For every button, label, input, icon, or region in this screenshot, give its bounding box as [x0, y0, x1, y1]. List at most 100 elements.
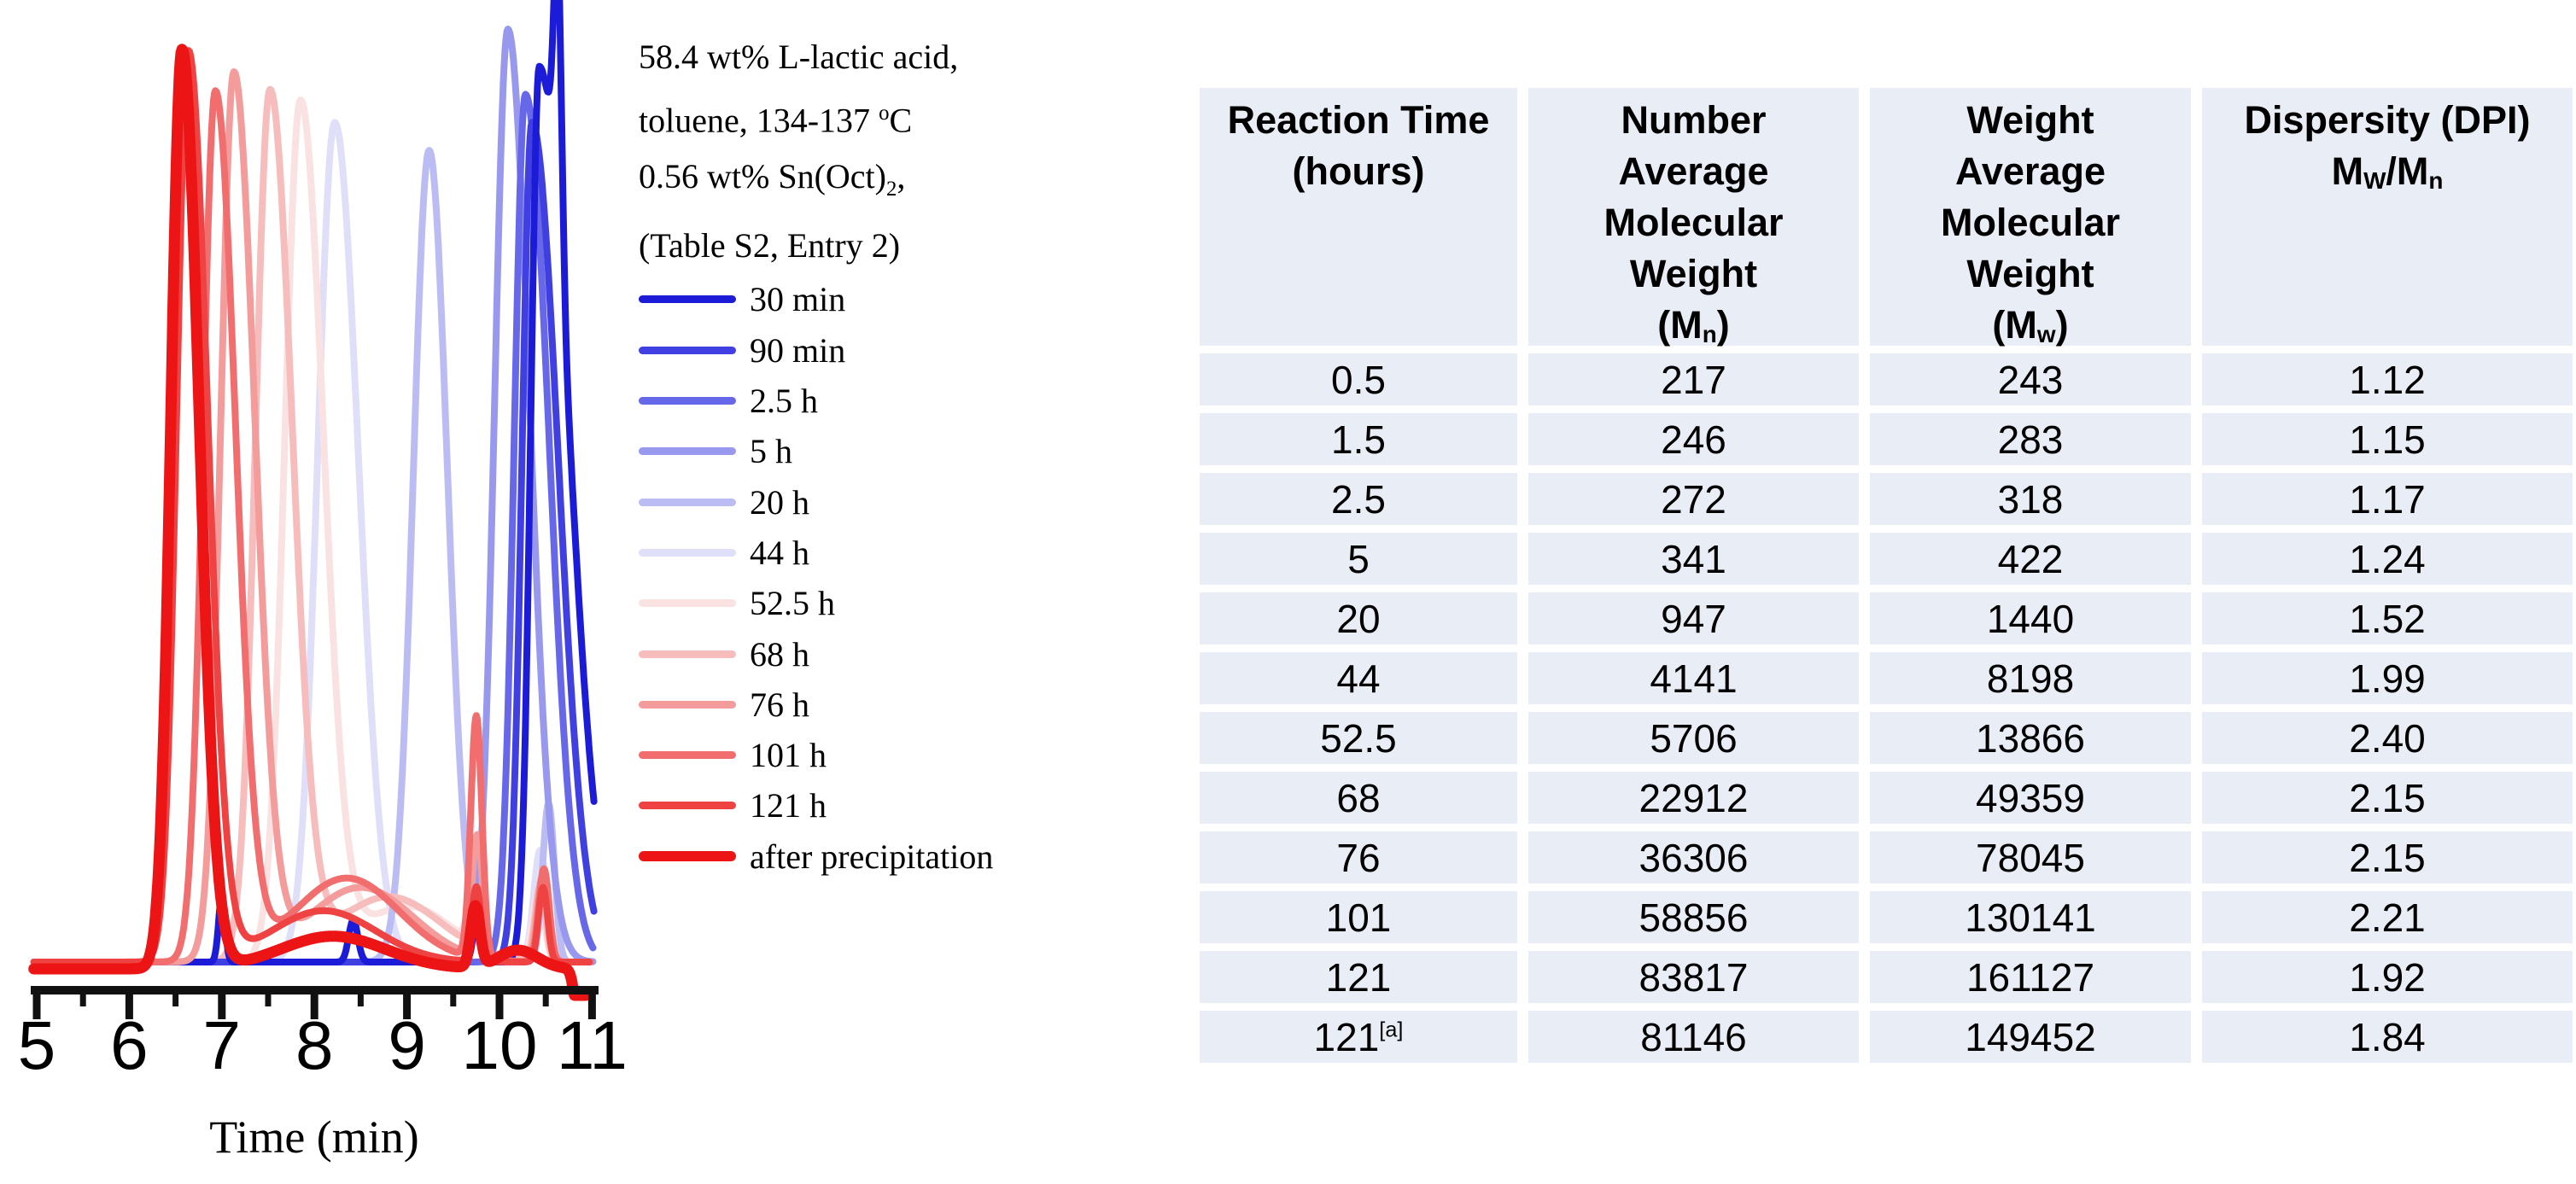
- table-cell-value: 78045: [1976, 835, 2085, 880]
- legend-label: 30 min: [750, 280, 846, 319]
- table-cell-value: 2.40: [2349, 715, 2426, 761]
- legend-label: 101 h: [750, 736, 827, 775]
- header-line: Dispersity (DPI): [2244, 98, 2531, 142]
- table-cell-value: 161127: [1966, 954, 2095, 1000]
- table-cell-r2-c4: 1.15: [2202, 413, 2573, 465]
- table-cell-r8-c2: 22912: [1528, 772, 1859, 824]
- header-cell-col2: Number Average Molecular Weight (Mn): [1528, 88, 1859, 347]
- molecular-weight-table: Reaction Time (hours) Number Average Molecul…: [1200, 88, 2573, 1063]
- table-cell-value: 422: [1997, 536, 2064, 581]
- legend-entry-44-h: 44 h: [639, 528, 993, 578]
- table-cell-r11-c3: 161127: [1870, 951, 2191, 1003]
- table-cell-value: 1440: [1986, 596, 2075, 641]
- table-cell-r3-c2: 272: [1528, 473, 1859, 525]
- header-line: Weight: [1629, 252, 1758, 295]
- gpc-chromatogram-chart: 5 6 7 8 9 10 11 Time (min): [18, 0, 628, 1163]
- table-cell-r4-c2: 341: [1528, 533, 1859, 585]
- table-cell-value: 1.15: [2349, 417, 2426, 462]
- table-cell-r7-c2: 5706: [1528, 712, 1859, 764]
- table-cell-value: 318: [1997, 476, 2064, 522]
- table-cell-r9-c4: 2.15: [2202, 831, 2573, 884]
- legend-line-sample: [639, 346, 736, 354]
- table-cell-value: 149452: [1965, 1014, 2096, 1059]
- header-line: MW/Mn: [2331, 149, 2444, 195]
- header-line: Molecular: [1940, 201, 2121, 244]
- table-cell-r1-c3: 243: [1870, 353, 2191, 405]
- reaction-conditions: 58.4 wt% L-lactic acid, toluene, 134-137 …: [639, 29, 993, 274]
- legend-entry-76-h: 76 h: [639, 679, 993, 730]
- header-line: Reaction Time: [1227, 98, 1490, 142]
- table-cell-value: 243: [1997, 357, 2064, 402]
- table-cell-value: 121: [1325, 954, 1392, 1000]
- x-axis-title: Time (min): [209, 1111, 419, 1163]
- table-cell-r2-c3: 283: [1870, 413, 2191, 465]
- x-axis-tick-label: 10: [462, 1007, 538, 1083]
- table-cell-r6-c3: 8198: [1870, 652, 2191, 704]
- legend-line-sample: [639, 295, 736, 304]
- x-axis-tick-label: 7: [203, 1007, 242, 1083]
- table-cell-r10-c2: 58856: [1528, 891, 1859, 943]
- conditions-line-1: 58.4 wt% L-lactic acid,: [639, 38, 959, 76]
- legend-label: 90 min: [750, 330, 846, 370]
- table-cell-r1-c4: 1.12: [2202, 353, 2573, 405]
- table-cell-r9-c1: 76: [1200, 831, 1517, 884]
- header-line: Average: [1955, 149, 2106, 193]
- table-cell-value: 5706: [1650, 715, 1738, 761]
- table-cell-value: 1.24: [2349, 536, 2426, 581]
- header-line: Weight: [1966, 252, 2094, 295]
- table-cell-value: 58856: [1638, 895, 1749, 940]
- table-cell-value: 13866: [1976, 715, 2085, 761]
- legend-entry-20-h: 20 h: [639, 477, 993, 528]
- table-cell-r1-c2: 217: [1528, 353, 1859, 405]
- legend-label: 121 h: [750, 786, 827, 825]
- legend-line-sample: [639, 851, 736, 862]
- header-cell-col4: Dispersity (DPI) MW/Mn: [2202, 88, 2573, 346]
- table-cell-r4-c3: 422: [1870, 533, 2191, 585]
- header-line: Weight: [1966, 98, 2094, 142]
- table-cell-r12-c1: 121[a]: [1200, 1011, 1517, 1063]
- table-cell-r11-c4: 1.92: [2202, 951, 2573, 1003]
- table-cell-value: 2.15: [2349, 775, 2426, 820]
- table-cell-value: 121[a]: [1313, 1014, 1404, 1059]
- table-cell-value: 44: [1336, 656, 1381, 701]
- legend-label: 76 h: [750, 685, 809, 724]
- table-cell-value: 68: [1336, 775, 1381, 820]
- table-cell-value: 130141: [1965, 895, 2096, 940]
- table-cell-value: 1.99: [2349, 656, 2426, 701]
- table-cell-value: 0.5: [1331, 357, 1386, 402]
- conditions-line-4: (Table S2, Entry 2): [639, 226, 901, 265]
- table-cell-r11-c2: 83817: [1528, 951, 1859, 1003]
- table-cell-r9-c3: 78045: [1870, 831, 2191, 884]
- legend-entry-5-h: 5 h: [639, 426, 993, 476]
- table-cell-r10-c3: 130141: [1870, 891, 2191, 943]
- x-axis-tick-label: 8: [295, 1007, 334, 1083]
- table-cell-value: 947: [1661, 596, 1726, 641]
- table-cell-r6-c1: 44: [1200, 652, 1517, 704]
- table-cell-value: 283: [1997, 417, 2064, 462]
- table-cell-r10-c4: 2.21: [2202, 891, 2573, 943]
- table-cell-r7-c1: 52.5: [1200, 712, 1517, 764]
- table-cell-value: 5: [1347, 536, 1370, 581]
- table-cell-value: 2.5: [1331, 476, 1386, 522]
- table-cell-value: 2.21: [2349, 895, 2426, 940]
- table-cell-r3-c1: 2.5: [1200, 473, 1517, 525]
- table-cell-value: 101: [1325, 895, 1392, 940]
- table-cell-r2-c2: 246: [1528, 413, 1859, 465]
- table-cell-value: 4141: [1650, 656, 1738, 701]
- table-cell-r5-c3: 1440: [1870, 592, 2191, 644]
- table-cell-value: 341: [1661, 536, 1726, 581]
- legend-line-sample: [639, 650, 736, 658]
- table-cell-r8-c3: 49359: [1870, 772, 2191, 824]
- table-cell-r3-c3: 318: [1870, 473, 2191, 525]
- table-cell-value: 1.84: [2349, 1014, 2426, 1059]
- legend-entry-90-min: 90 min: [639, 325, 993, 376]
- legend-entry-121-h: 121 h: [639, 780, 993, 831]
- conditions-line-3: 0.56 wt% Sn(Oct)2,: [639, 157, 906, 201]
- legend-line-sample: [639, 751, 736, 760]
- legend-label: 2.5 h: [750, 382, 818, 421]
- table-cell-value: 22912: [1638, 775, 1749, 820]
- legend-label: 20 h: [750, 482, 809, 522]
- conditions-line-2: toluene, 134-137 oC: [639, 101, 913, 140]
- table-cell-value: 1.17: [2349, 476, 2426, 522]
